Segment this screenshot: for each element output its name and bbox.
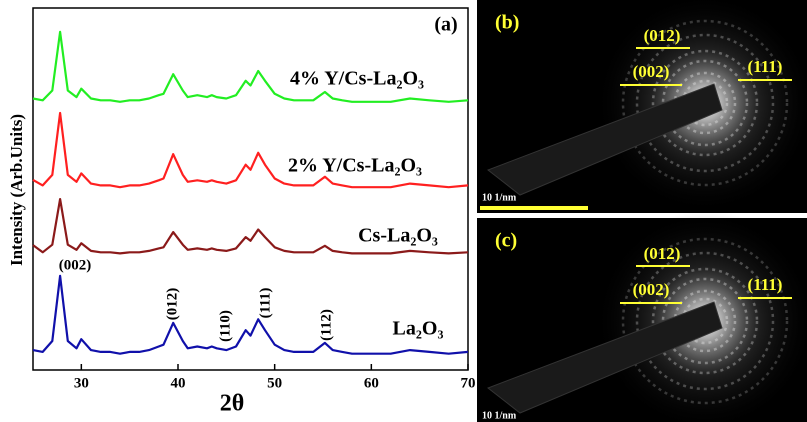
diffraction-ring: [621, 237, 789, 405]
series-label: Cs-La₂O₃: [358, 225, 438, 247]
x-tick-label: 30: [74, 375, 89, 391]
ring-label: (002): [633, 62, 670, 81]
series-label: 2% Y/Cs-La₂O₃: [288, 155, 422, 177]
diffraction-ring: [635, 33, 775, 173]
xrd-line: [32, 111, 469, 189]
series-label: La₂O₃: [393, 318, 444, 340]
x-tick-label: 70: [461, 375, 476, 391]
diffraction-ring: [673, 289, 737, 353]
diffraction-ring: [661, 277, 749, 365]
ring-label: (012): [644, 26, 681, 45]
x-tick-label: 60: [364, 375, 379, 391]
xrd-line: [32, 30, 469, 103]
diffraction-ring: [661, 59, 749, 147]
x-axis-label: 2θ: [220, 391, 245, 417]
saed-panel: (c) (012) (002) (111) 10 1/nm: [477, 211, 807, 422]
diffraction-ring: [673, 71, 737, 135]
ring-label: (012): [644, 244, 681, 263]
annotation: (002): [59, 257, 92, 273]
annotation: (112): [318, 309, 334, 341]
series-label: 4% Y/Cs-La₂O₃: [290, 68, 424, 90]
ring-label: (111): [748, 275, 783, 294]
x-tick-label: 50: [267, 375, 282, 391]
scale-bar-label: 10 1/nm: [482, 410, 517, 421]
panel-label: (b): [495, 12, 519, 34]
ring-label: (002): [633, 280, 670, 299]
scale-bar-label: 10 1/nm: [482, 192, 517, 203]
panel-label: (c): [495, 230, 517, 252]
xrd-line: [32, 274, 469, 355]
x-tick-label: 40: [171, 375, 186, 391]
beam-stopper: [486, 301, 723, 414]
plot-frame: [32, 7, 469, 371]
annotation: (a): [434, 14, 457, 36]
diffraction-ring: [651, 49, 759, 157]
diffraction-ring: [681, 79, 729, 127]
saed-panel: (b) (012) (002) (111) 10 1/nm: [477, 0, 807, 213]
ring-label: (111): [748, 57, 783, 76]
scale-bar: [480, 206, 588, 210]
annotation: (012): [164, 288, 180, 321]
xrd-line: [32, 198, 469, 255]
annotation: (111): [257, 288, 273, 319]
diffraction-ring: [621, 19, 789, 187]
diffraction-ring: [635, 251, 775, 391]
y-axis-label: Intensity (Arb.Units): [7, 114, 26, 266]
diffraction-ring: [681, 297, 729, 345]
diffraction-ring: [651, 267, 759, 375]
annotation: (110): [217, 310, 233, 342]
beam-stopper: [486, 83, 723, 196]
